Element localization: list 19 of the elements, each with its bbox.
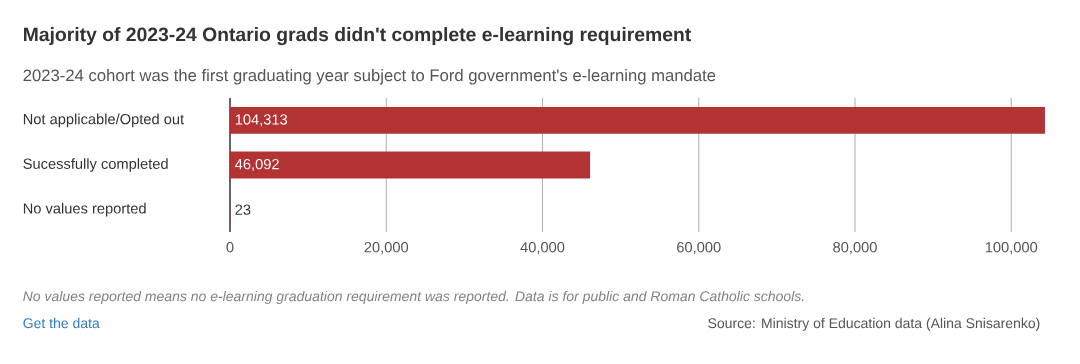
chart-subtitle: 2023-24 cohort was the first graduating year subject to Ford government's e-learning mandate [23,68,716,85]
y-tick-label: Not applicable/Opted out [23,113,185,128]
data-label: 104,313 [235,114,288,127]
x-tick-label: 40,000 [520,242,565,255]
bar [230,151,591,179]
x-tick-label: 80,000 [833,242,877,255]
source-note: Source: Ministry of Education data (Alina Snisarenko) [708,317,1040,331]
x-tick-label: 60,000 [677,242,721,255]
bar [230,106,1045,134]
y-tick-label: Sucessfully completed [23,158,168,172]
data-label: 46,092 [235,158,279,172]
text: No values reported means no e-learning graduation requirement was reported. Data is for public and Roman Catholic schools. [23,290,804,304]
x-tick-label: 100,000 [985,242,1038,255]
chart-title: Majority of 2023-24 Ontario grads didn't complete e-learning requirement [24,27,691,46]
text: Get the data [23,317,100,329]
y-tick-label: No values reported [23,202,146,217]
x-tick-label: 20,000 [364,242,409,255]
data-label: 23 [235,204,251,215]
x-tick-label: 0 [226,242,234,253]
